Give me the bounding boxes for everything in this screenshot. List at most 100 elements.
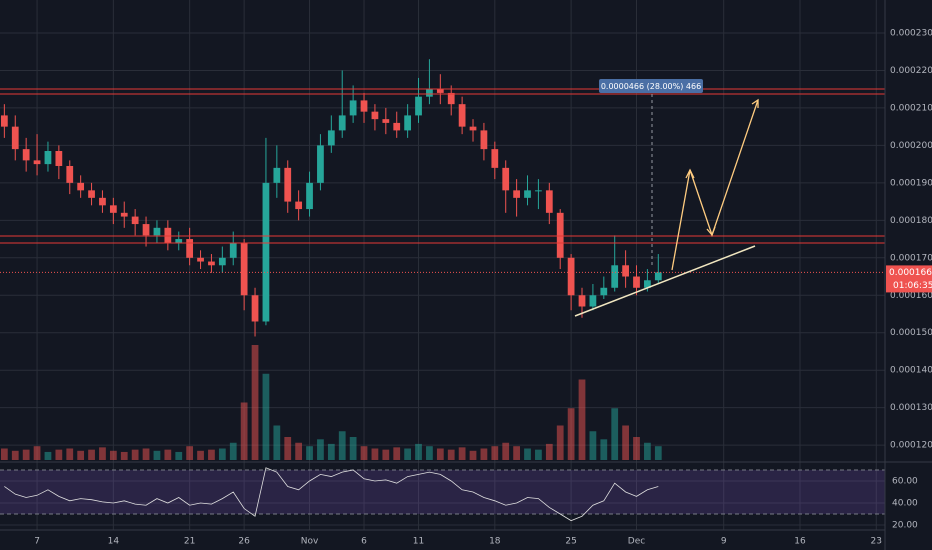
candle-body: [622, 265, 629, 277]
volume-bar: [404, 448, 412, 460]
candle-body: [109, 205, 117, 213]
candle-body: [66, 165, 74, 183]
candle-body: [338, 115, 346, 131]
rsi-tick-label: 40.00: [892, 499, 918, 509]
volume-bar: [153, 450, 161, 460]
candle-body: [447, 92, 455, 105]
x-tick-label: 18: [489, 537, 501, 547]
rsi-line: [4, 467, 659, 522]
candle-body: [142, 224, 150, 236]
candle-body: [578, 295, 586, 307]
volume-bar: [360, 446, 368, 460]
volume-bar: [644, 442, 651, 460]
candle-body: [556, 212, 564, 258]
volume-bar: [142, 448, 150, 460]
candle-body: [360, 100, 368, 112]
volume-bar: [66, 448, 74, 460]
candle-body: [436, 89, 444, 93]
rsi-tick-label: 60.00: [892, 476, 918, 486]
candle-body: [131, 216, 139, 225]
x-tick-label: 16: [794, 537, 806, 547]
candle-body: [240, 242, 248, 296]
volume-bar: [306, 446, 313, 460]
last-price-label: 0.0001661: [889, 268, 932, 278]
volume-bar: [436, 448, 444, 460]
volume-bar: [44, 451, 52, 460]
x-tick-label: 25: [565, 537, 576, 547]
candle-body: [77, 182, 85, 191]
volume-bar: [327, 443, 335, 460]
candle-body: [0, 115, 8, 127]
candle-body: [415, 96, 422, 116]
volume-bar: [426, 446, 433, 460]
volume-bar: [556, 425, 564, 460]
rsi-tick-label: 20.00: [892, 521, 918, 531]
volume-bar: [88, 449, 95, 460]
candle-body: [44, 151, 52, 165]
volume-bar: [393, 447, 401, 460]
candle-body: [349, 100, 357, 116]
volume-bar: [175, 451, 183, 460]
volume-bar: [633, 437, 640, 460]
volume: [0, 345, 662, 460]
candle-body: [164, 227, 172, 243]
candle-body: [426, 89, 433, 97]
trendline: [574, 245, 756, 317]
candle-body: [218, 257, 226, 266]
last-price-box: [886, 265, 932, 293]
candle-body: [251, 295, 259, 322]
volume-bar: [654, 446, 662, 460]
x-tick-label: Nov: [301, 537, 319, 547]
measure-box: [599, 79, 703, 93]
candle-body: [611, 265, 619, 288]
volume-bar: [371, 448, 379, 460]
volume-bar: [131, 449, 139, 460]
volume-bar: [0, 448, 8, 460]
volume-bar: [33, 446, 41, 460]
candle-body: [589, 295, 597, 307]
volume-bar: [186, 446, 194, 460]
volume-bar: [545, 443, 553, 460]
volume-bar: [480, 448, 488, 460]
x-tick-label: 21: [184, 537, 195, 547]
volume-bar: [164, 449, 172, 460]
x-tick-label: 23: [871, 537, 882, 547]
candle-body: [262, 182, 270, 322]
candle-body: [327, 130, 335, 146]
candle-body: [480, 130, 488, 150]
candle-body: [404, 115, 412, 131]
x-tick-label: 9: [721, 537, 727, 547]
candle-body: [524, 190, 531, 198]
volume-bar: [458, 447, 466, 460]
rsi: [0, 467, 885, 522]
candle-body: [654, 272, 662, 281]
volume-bar: [208, 449, 215, 460]
candle-body: [153, 227, 161, 236]
x-tick-label: Dec: [628, 537, 645, 547]
candle-body: [393, 122, 401, 131]
volume-bar: [622, 425, 629, 460]
volume-bar: [99, 447, 106, 460]
volume-bar: [502, 442, 510, 460]
countdown-label: 01:06:35: [893, 281, 932, 291]
x-tick-label: 6: [361, 537, 367, 547]
x-tick-label: 11: [413, 537, 424, 547]
candle-body: [55, 151, 63, 166]
volume-bar: [229, 442, 237, 460]
volume-bar: [197, 450, 204, 460]
candle-body: [633, 276, 640, 288]
candle-body: [469, 126, 477, 131]
candle-body: [229, 242, 237, 258]
volume-bar: [284, 437, 292, 460]
volume-bar: [382, 449, 390, 460]
volume-bar: [447, 449, 455, 460]
volume-bar: [469, 450, 477, 460]
volume-bar: [567, 408, 575, 460]
